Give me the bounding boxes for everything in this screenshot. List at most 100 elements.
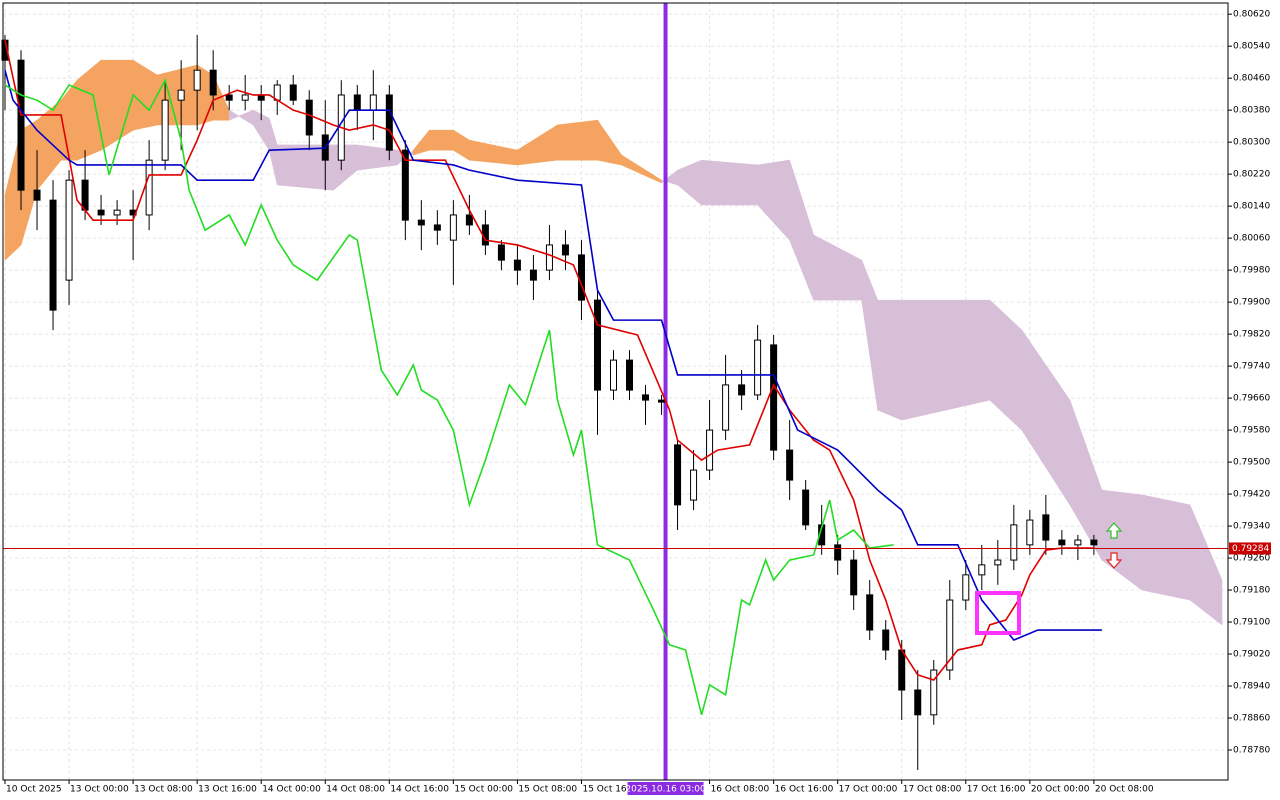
candle-body — [962, 574, 970, 601]
y-tick-label: 0.79980 — [1233, 266, 1270, 276]
x-tick-label: 20 Oct 00:00 — [1031, 785, 1090, 795]
candle-body — [225, 94, 233, 101]
candle-body — [289, 84, 297, 101]
x-tick-label: 17 Oct 00:00 — [839, 785, 898, 795]
candle-body — [946, 599, 954, 671]
indicator-line — [4, 69, 1102, 642]
candle-body — [850, 559, 858, 596]
candle-body — [113, 209, 121, 216]
x-tick-label: 13 Oct 16:00 — [198, 785, 257, 795]
y-tick-label: 0.78940 — [1233, 682, 1270, 692]
candle-body — [642, 394, 650, 401]
candle-body — [385, 94, 393, 151]
candle-body — [465, 214, 473, 226]
down-arrow — [1105, 552, 1123, 569]
candle-body — [1090, 539, 1098, 546]
y-tick-label: 0.78780 — [1233, 746, 1270, 756]
cloud-segment — [901, 299, 991, 421]
candle-body — [561, 244, 569, 256]
y-tick-label: 0.79660 — [1233, 394, 1270, 404]
candle-body — [241, 94, 249, 101]
candle-body — [706, 429, 714, 471]
candle-body — [529, 269, 537, 281]
x-tick-label: 13 Oct 08:00 — [134, 785, 193, 795]
x-tick-label: 10 Oct 2025 — [6, 785, 62, 795]
candle-body — [497, 244, 505, 261]
candle-body — [802, 489, 810, 526]
candle-body — [786, 449, 794, 481]
x-tick-label: 20 Oct 08:00 — [1095, 785, 1154, 795]
candle-body — [898, 649, 906, 691]
candle-body — [17, 59, 25, 191]
cloud-segment — [701, 159, 758, 206]
candle-body — [81, 179, 89, 211]
candle-body — [978, 564, 986, 576]
y-tick-label: 0.79100 — [1233, 618, 1270, 628]
cloud-segment — [1141, 494, 1191, 601]
y-tick-label: 0.79020 — [1233, 650, 1270, 660]
x-tick-label: 17 Oct 08:00 — [903, 785, 962, 795]
cloud-segment — [1189, 504, 1223, 626]
x-tick-label: 15 Oct 16:00 — [582, 785, 641, 795]
x-tick-label: 14 Oct 08:00 — [326, 785, 385, 795]
candle-body — [449, 214, 457, 241]
candle-body — [609, 359, 617, 391]
y-tick-label: 0.79420 — [1233, 490, 1270, 500]
highlight-box — [975, 591, 1021, 635]
candle-body — [866, 594, 874, 631]
y-tick-label: 0.79340 — [1233, 522, 1270, 532]
candle-body — [930, 669, 938, 716]
x-tick-label: 14 Oct 00:00 — [262, 785, 321, 795]
candle-body — [882, 629, 890, 651]
plot-border — [2, 2, 1229, 781]
candle-body — [161, 99, 169, 161]
candle-body — [513, 259, 521, 271]
x-tick-label: 15 Oct 00:00 — [454, 785, 513, 795]
cloud-segment — [429, 129, 454, 151]
candle-body — [914, 689, 922, 716]
candle-body — [577, 254, 585, 301]
marker-label: 2025.10.16 03:00 — [625, 785, 706, 795]
y-tick-label: 0.80060 — [1233, 234, 1270, 244]
y-tick-label: 0.80460 — [1233, 74, 1270, 84]
x-tick-label: 13 Oct 00:00 — [70, 785, 129, 795]
price-label: 0.79284 — [1232, 544, 1269, 554]
candle-body — [1010, 524, 1018, 561]
candle-body — [305, 99, 313, 136]
plot-area — [1, 3, 1228, 780]
candle-body — [193, 69, 201, 91]
candle-body — [1058, 539, 1066, 546]
y-tick-label: 0.80540 — [1233, 42, 1270, 52]
candle-body — [353, 94, 361, 111]
candle-body — [209, 69, 217, 96]
y-tick-label: 0.80220 — [1233, 170, 1270, 180]
x-tick-label: 16 Oct 08:00 — [711, 785, 770, 795]
y-tick-label: 0.79260 — [1233, 554, 1270, 564]
up-arrow — [1105, 522, 1123, 539]
candle-body — [97, 209, 105, 216]
candle-body — [1, 39, 9, 61]
candle-body — [1074, 539, 1082, 546]
candle-body — [593, 299, 601, 391]
candle-body — [722, 384, 730, 431]
candle-body — [994, 559, 1002, 566]
x-tick-label: 17 Oct 16:00 — [967, 785, 1026, 795]
candle-body — [49, 199, 57, 311]
candle-body — [401, 149, 409, 221]
candle-body — [690, 469, 698, 501]
candle-body — [658, 399, 666, 403]
candle-body — [33, 189, 41, 201]
y-tick-label: 0.80300 — [1233, 138, 1270, 148]
candle-body — [433, 224, 441, 231]
y-tick-label: 0.79180 — [1233, 586, 1270, 596]
x-tick-label: 15 Oct 08:00 — [518, 785, 577, 795]
candle-body — [1042, 514, 1050, 541]
price-label-box — [1229, 542, 1271, 555]
candle-body — [674, 444, 682, 506]
candle-body — [834, 544, 842, 561]
marker-label-box — [627, 782, 704, 795]
y-tick-label: 0.78860 — [1233, 714, 1270, 724]
candle-body — [65, 179, 73, 281]
